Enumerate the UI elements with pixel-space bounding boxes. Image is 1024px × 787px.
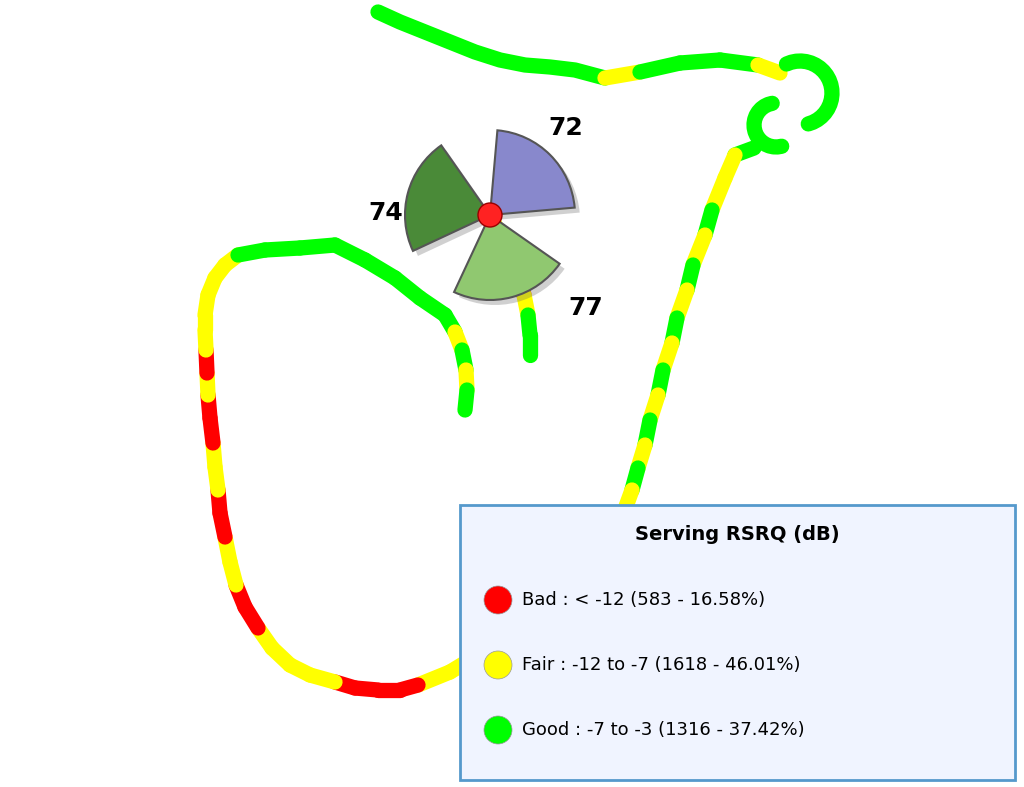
- Wedge shape: [406, 146, 490, 251]
- Wedge shape: [410, 150, 495, 256]
- Text: 74: 74: [368, 201, 402, 225]
- Text: 77: 77: [568, 296, 603, 320]
- Text: Good : -7 to -3 (1316 - 37.42%): Good : -7 to -3 (1316 - 37.42%): [522, 721, 805, 739]
- Circle shape: [478, 203, 502, 227]
- Text: 72: 72: [548, 116, 583, 140]
- Circle shape: [484, 716, 512, 744]
- Text: Serving RSRQ (dB): Serving RSRQ (dB): [635, 526, 840, 545]
- Circle shape: [484, 586, 512, 614]
- Circle shape: [484, 651, 512, 679]
- FancyBboxPatch shape: [460, 505, 1015, 780]
- Wedge shape: [495, 135, 580, 220]
- Wedge shape: [490, 131, 574, 215]
- Text: Fair : -12 to -7 (1618 - 46.01%): Fair : -12 to -7 (1618 - 46.01%): [522, 656, 801, 674]
- Wedge shape: [454, 215, 560, 300]
- Text: Bad : < -12 (583 - 16.58%): Bad : < -12 (583 - 16.58%): [522, 591, 765, 609]
- Wedge shape: [459, 220, 564, 305]
